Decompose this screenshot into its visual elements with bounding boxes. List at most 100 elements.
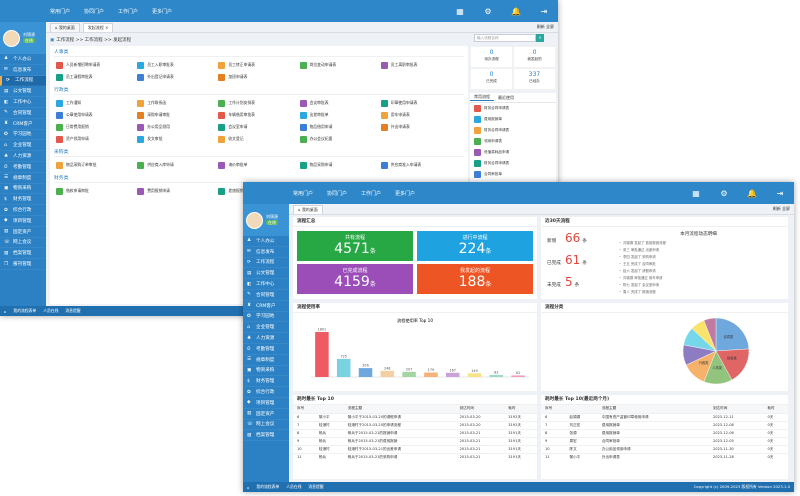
bar[interactable] bbox=[358, 368, 373, 377]
process-item[interactable]: 员工入职审批表 bbox=[137, 60, 218, 70]
process-item[interactable]: 工作联系函 bbox=[137, 98, 218, 108]
close-icon[interactable]: × bbox=[105, 25, 109, 30]
quick-process-item[interactable]: 领用申请表 bbox=[470, 136, 556, 147]
tab-recent-processes[interactable]: 最近使用 bbox=[498, 94, 514, 100]
process-search-input[interactable]: 输入流程名称 bbox=[474, 34, 536, 42]
dynamic-row[interactable]: 刘锦源 审批通过 用车申请 bbox=[615, 275, 782, 282]
footer-messages[interactable]: 消息提醒 bbox=[308, 484, 324, 489]
process-item[interactable]: 物品采购订单审批 bbox=[56, 160, 137, 170]
process-item[interactable]: 岗位变动申请表 bbox=[299, 60, 381, 70]
table-row[interactable]: 6 赵锦源 中国有资产监管印章使用申请 2023-12-11 0天 bbox=[541, 412, 788, 421]
sidebar-item[interactable]: ♣ 人力资源 bbox=[0, 151, 46, 162]
summary-card[interactable]: 进行中流程 224条 bbox=[417, 231, 533, 261]
refresh-fullscreen[interactable]: 刷新 全屏 bbox=[536, 24, 554, 29]
logout-icon[interactable]: ⇥ bbox=[540, 6, 548, 16]
table-row[interactable]: 11 黎小平 外出申请表 2023-11-28 0天 bbox=[541, 452, 788, 461]
process-item[interactable]: 加班申请表 bbox=[218, 72, 299, 82]
sidebar-item[interactable]: ▥ 固定资产 bbox=[243, 409, 289, 420]
process-item[interactable]: 人员新增招聘申请表 bbox=[56, 60, 137, 70]
avatar[interactable] bbox=[3, 29, 20, 47]
process-item[interactable]: 收文登记 bbox=[218, 134, 299, 144]
dynamic-row[interactable]: 李四 发起了 采购申请 bbox=[615, 254, 782, 261]
sidebar-item[interactable]: ✪ 学习园地 bbox=[243, 312, 289, 323]
menu-portal-collab[interactable]: 协同门户 bbox=[327, 190, 348, 197]
quick-process-item[interactable]: 财务合同申请表 bbox=[470, 103, 556, 114]
process-item[interactable]: 外出申请表 bbox=[380, 122, 462, 132]
process-item[interactable]: 物品借用申请 bbox=[299, 122, 381, 132]
bar[interactable] bbox=[511, 375, 525, 377]
sidebar-item[interactable]: ⏱ 考勤管理 bbox=[0, 162, 46, 173]
process-item[interactable]: 用车申请表 bbox=[380, 110, 462, 120]
sidebar-item[interactable]: ◧ 工作中心 bbox=[0, 97, 46, 108]
bell-icon[interactable]: 🔔 bbox=[747, 188, 757, 198]
quick-process-item[interactable]: 费用报销单 bbox=[470, 114, 556, 125]
process-item[interactable]: 办公用品领用 bbox=[137, 122, 218, 132]
sidebar-item[interactable]: ♣ 人力资源 bbox=[243, 333, 289, 344]
process-item[interactable]: 询价审批单 bbox=[218, 160, 299, 170]
sidebar-item[interactable]: ✪ 学习园地 bbox=[0, 130, 46, 141]
sidebar-item[interactable]: ♟ 个人办公 bbox=[0, 54, 46, 65]
table-row[interactable]: 8 张源 费用报销单 2023-12-06 0天 bbox=[541, 428, 788, 437]
table-row[interactable]: 7 刘正宏 费用报销单 2023-12-08 0天 bbox=[541, 420, 788, 429]
sidebar-item[interactable]: ☏ 网上会议 bbox=[243, 420, 289, 431]
sidebar-item[interactable]: ▤ 公文管理 bbox=[0, 86, 46, 98]
process-item[interactable]: 发文审批 bbox=[137, 134, 218, 144]
logout-icon[interactable]: ⇥ bbox=[776, 188, 784, 198]
sidebar-item[interactable]: ♜ CRM客户 bbox=[243, 301, 289, 312]
menu-portal-common[interactable]: 常用门户 bbox=[50, 8, 71, 15]
process-item[interactable]: 采购申请审批 bbox=[137, 110, 218, 120]
table-row[interactable]: 9 杨兵 杨兵于2015-03-21的费用报销 2015-03-21 3191天 bbox=[293, 436, 537, 445]
process-item[interactable]: 物品采购申请 bbox=[299, 160, 381, 170]
footer-home-icon[interactable]: ⌂ bbox=[4, 308, 7, 314]
sidebar-item[interactable]: ♜ CRM客户 bbox=[0, 119, 46, 130]
avatar[interactable] bbox=[246, 211, 263, 229]
tab-launch-process[interactable]: 发起流程 × bbox=[82, 23, 114, 32]
sidebar-item[interactable]: ✉ 信息发布 bbox=[243, 247, 289, 258]
bell-icon[interactable]: 🔔 bbox=[511, 6, 521, 16]
sidebar-item[interactable]: ◆ 项目管理 bbox=[0, 216, 46, 227]
dynamic-row[interactable]: 王五 完成了 合同审批 bbox=[615, 261, 782, 268]
process-item[interactable]: 车辆借用审批表 bbox=[218, 110, 299, 120]
bar[interactable] bbox=[489, 374, 504, 377]
process-item[interactable]: 外出登记申请表 bbox=[137, 72, 218, 82]
stat-card[interactable]: 337 已经办 bbox=[513, 68, 556, 90]
sidebar-item[interactable]: $ 财务管理 bbox=[243, 376, 289, 388]
process-item[interactable]: 费用报销申请 bbox=[137, 186, 218, 196]
sidebar-item[interactable]: ▣ 物资采购 bbox=[0, 184, 46, 195]
sidebar-item[interactable]: ♟ 个人办公 bbox=[243, 236, 289, 247]
sidebar-item[interactable]: ✿ 综合行政 bbox=[243, 387, 289, 398]
sidebar-item[interactable]: ⏱ 考勤管理 bbox=[243, 344, 289, 355]
process-item[interactable]: 供应商入库申请 bbox=[137, 160, 218, 170]
menu-portal-common[interactable]: 常用门户 bbox=[293, 190, 314, 197]
sidebar-item[interactable]: ▧ 档案管理 bbox=[0, 248, 46, 260]
dynamic-row[interactable]: 周八 完成了 报销流程 bbox=[615, 289, 782, 296]
sidebar-item[interactable]: ⌂ 企业管理 bbox=[243, 322, 289, 334]
tab-my-desktop[interactable]: ⌂ 我的桌面 bbox=[293, 205, 323, 214]
process-item[interactable]: 工作计划安排表 bbox=[218, 98, 299, 108]
menu-portal-work[interactable]: 工作门户 bbox=[361, 190, 382, 197]
bar[interactable] bbox=[445, 372, 460, 377]
process-item[interactable]: 员工离职审批表 bbox=[380, 60, 462, 70]
sidebar-item[interactable]: ❐ 报刊管理 bbox=[0, 259, 46, 270]
process-item[interactable]: 会议室申请 bbox=[218, 122, 299, 132]
footer-my-forms[interactable]: 我的流程表单 bbox=[256, 484, 280, 489]
stat-card[interactable]: 0 待办流程 bbox=[470, 46, 513, 68]
pie-slice[interactable] bbox=[703, 317, 717, 352]
menu-portal-more[interactable]: 更多门户 bbox=[152, 8, 173, 15]
process-item[interactable]: 借款申请审批 bbox=[56, 186, 137, 196]
process-item[interactable]: 差旅报销单 bbox=[218, 186, 299, 196]
bar[interactable] bbox=[315, 331, 329, 377]
footer-messages[interactable]: 消息提醒 bbox=[65, 308, 81, 313]
bar[interactable] bbox=[336, 358, 351, 377]
process-item[interactable]: 资产领用申请 bbox=[56, 134, 137, 144]
process-item[interactable]: 办公会议纪要 bbox=[299, 134, 381, 144]
process-item[interactable]: 印章使用申请表 bbox=[380, 98, 462, 108]
table-row[interactable]: 10 陈文 办公用品领用申请 2023-11-30 0天 bbox=[541, 444, 788, 453]
apps-grid-icon[interactable]: ▦ bbox=[456, 6, 464, 16]
quick-process-item[interactable]: 财务合同申请表 bbox=[470, 125, 556, 136]
apps-grid-icon[interactable]: ▦ bbox=[692, 188, 700, 198]
bar[interactable] bbox=[424, 372, 438, 377]
menu-portal-more[interactable]: 更多门户 bbox=[395, 190, 416, 197]
pie-slice[interactable] bbox=[715, 317, 750, 352]
process-item[interactable]: 供应商准入申请表 bbox=[380, 160, 462, 170]
